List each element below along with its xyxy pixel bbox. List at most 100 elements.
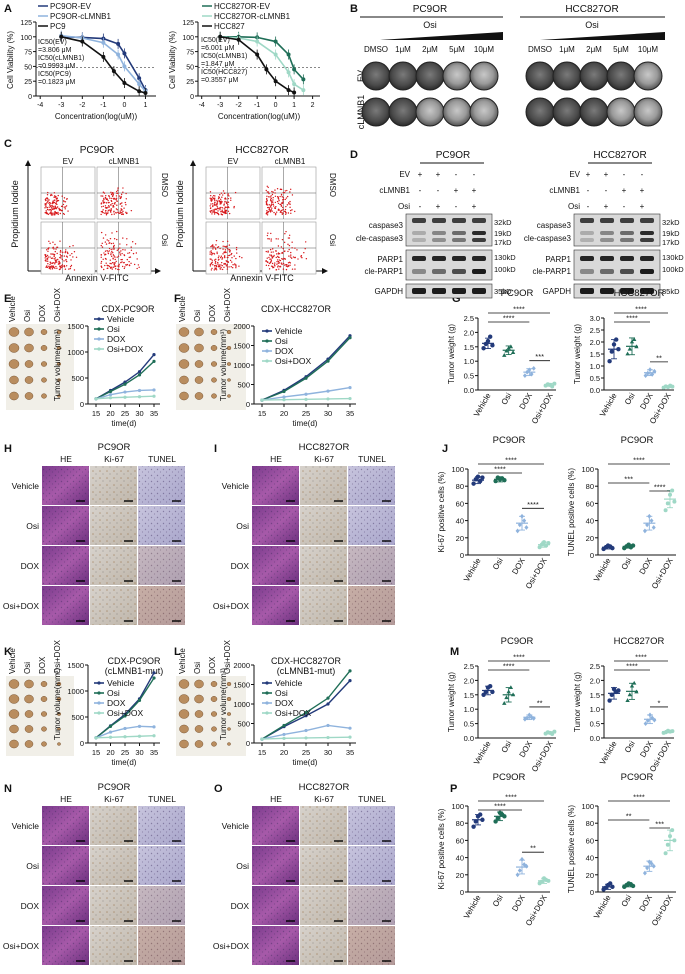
event-dot [212,194,215,197]
event-dot [103,252,105,254]
significance-stars: **** [503,314,515,323]
event-dot [116,256,118,258]
row-label: Osi [568,202,580,211]
event-dot [120,250,122,252]
x-tick-label: Osi [500,391,514,406]
panel-letter-h: H [4,443,12,455]
significance-stars: **** [527,500,539,509]
event-dot [133,263,136,266]
data-point [326,735,330,740]
event-dot [52,246,55,248]
event-dot [65,260,68,263]
event-dot [238,255,241,258]
event-dot [289,264,291,267]
data-point [286,52,291,57]
data-point [473,819,478,824]
data-point [137,698,142,702]
event-dot [269,211,272,213]
blot-row-label: PARP1 [545,255,571,264]
event-dot [123,254,126,257]
dose-label: 2μM [586,45,602,54]
event-dot [57,194,59,197]
ic50-label: IC50(EV) [38,39,67,46]
event-dot [269,261,272,264]
data-point [108,724,113,728]
event-dot [220,255,223,257]
event-dot [284,190,286,192]
band [640,288,654,294]
dot-plot-p-left: 0 20 40 60 80 100 Ki-67 positive cells (%) PC9O… [437,772,551,927]
event-dot [116,189,119,191]
x-tick-label: 25 [121,409,129,418]
event-dot [69,245,71,248]
data-point [286,70,291,75]
treatment-sign: - [623,170,626,179]
event-dot [277,245,280,247]
x-tick-label: 1 [144,102,148,109]
event-dot [280,188,283,191]
event-dot [119,254,122,256]
band [412,231,426,235]
data-point [348,336,352,340]
event-dot [285,268,288,271]
event-dot [286,189,288,192]
treatment-sign: - [623,202,626,211]
cell-line-header: HCC827OR [565,4,618,15]
event-dot [282,262,285,265]
event-dot [226,264,228,266]
data-point [502,701,507,705]
event-dot [46,208,49,211]
event-dot [128,260,130,263]
event-dot [51,205,53,207]
event-dot [211,203,214,205]
event-dot [63,255,66,257]
event-dot [223,203,225,205]
x-tick-label: DOX [518,739,535,759]
event-dot [271,256,274,259]
dot-plot-j-right: 0 20 40 60 80 100 TUNEL positive cells (%) PC9O… [567,435,677,590]
event-dot [214,211,216,213]
x-tick-label: Vehicle [472,391,493,418]
event-dot [272,201,274,203]
event-dot [108,250,111,252]
legend-item: Osi+DOX [275,708,311,718]
event-dot [115,199,117,201]
column-label: TUNEL [148,794,176,804]
ic50-label: IC50(cLMNB1) [38,55,84,62]
event-dot [214,199,216,201]
event-dot [54,199,56,201]
data-point [123,726,127,731]
event-dot [44,257,46,259]
event-dot [100,262,102,264]
x-tick-label: Osi [500,739,514,754]
y-tick-label: 1000 [67,348,84,357]
data-point [80,39,85,44]
event-dot [226,247,229,250]
significance-stars: **** [505,456,517,465]
event-dot [54,243,56,246]
chart-title: HCC827OR [614,636,665,647]
event-dot [47,247,49,250]
event-dot [269,196,271,198]
y-tick-label: 100 [581,465,594,474]
y-tick-label: 0.0 [464,734,474,743]
tumor [179,724,189,734]
event-dot [268,208,270,211]
event-dot [268,262,271,265]
chart-title: CDX-HCC827OR [271,656,342,666]
event-dot [45,197,47,200]
event-dot [110,252,112,254]
event-dot [268,238,271,240]
event-dot [217,210,219,212]
tumor [41,393,47,399]
x-tick-label: DOX [510,893,527,913]
data-point [348,735,352,739]
event-dot [61,258,64,261]
blot-row-label: cle-PARP1 [532,267,571,276]
event-dot [112,193,115,196]
data-point [630,883,636,889]
dot-plot-g-left: 0.0 0.5 1.0 1.5 2.0 2.5 Tumor weight (g) PC9OR V… [447,288,557,425]
event-dot [119,253,121,255]
event-dot [227,210,230,212]
event-dot [222,253,224,255]
